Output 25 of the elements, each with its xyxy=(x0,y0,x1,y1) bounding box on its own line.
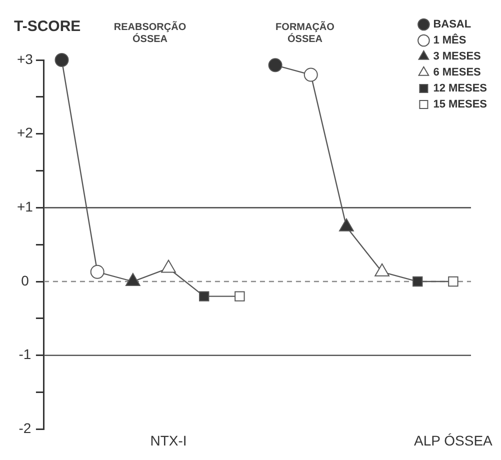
legend-label: 12 MESES xyxy=(433,82,488,95)
y-tick-label: -2 xyxy=(18,420,32,436)
y-tick-label: 0 xyxy=(21,272,30,288)
point xyxy=(448,276,458,287)
y-tick-label: +2 xyxy=(16,124,34,141)
point xyxy=(412,276,423,287)
y-axis-title: T-SCORE xyxy=(14,18,81,35)
point xyxy=(54,53,69,67)
point xyxy=(268,58,282,72)
point xyxy=(304,68,318,82)
y-tick-label: -1 xyxy=(18,346,32,362)
x-tick-label: ALP ÓSSEA xyxy=(414,432,494,448)
x-tick-label: NTX-I xyxy=(150,432,187,448)
legend-label: 6 MESES xyxy=(433,66,481,79)
point xyxy=(199,291,210,302)
y-tick-label: +3 xyxy=(16,50,34,67)
point xyxy=(90,264,104,279)
legend-label: 15 MESES xyxy=(433,98,488,111)
point xyxy=(234,291,245,302)
text: REABSORÇÃO ÓSSEA xyxy=(114,22,186,46)
y-tick-label: +1 xyxy=(16,198,34,215)
legend-label: 3 MESES xyxy=(433,50,481,63)
text: FORMAÇÃO ÓSSEA xyxy=(276,22,334,46)
legend-label: 1 MÊS xyxy=(433,34,466,47)
legend-label: BASAL xyxy=(433,18,472,31)
